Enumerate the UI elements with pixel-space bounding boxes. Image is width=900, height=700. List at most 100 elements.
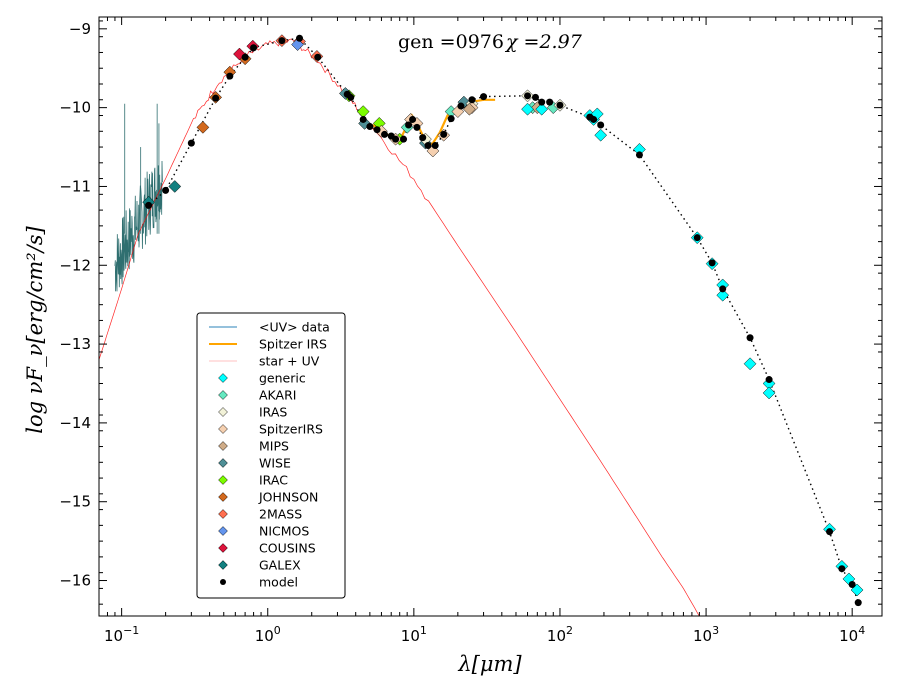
legend-label: MIPS [259, 439, 289, 454]
y-tick-labels: −9 −10 −11 −12 −13 −14 −15 −16 [59, 20, 91, 590]
model-point [693, 234, 701, 242]
legend-label: Spitzer IRS [259, 337, 327, 352]
model-point [212, 94, 220, 102]
model-point [296, 34, 304, 42]
uv-data-line [114, 160, 163, 292]
y-tick-label: −9 [69, 20, 91, 38]
legend-label: generic [259, 371, 306, 386]
y-tick-label: −13 [59, 335, 91, 353]
model-point [347, 93, 355, 101]
legend-label: IRAS [259, 405, 287, 420]
legend-marker [218, 424, 228, 434]
x-tick-label: 10−1 [104, 624, 139, 645]
model-point [431, 141, 439, 149]
legend-marker [220, 579, 226, 585]
data-point-generic [743, 357, 757, 371]
data-point-generic [716, 288, 730, 302]
model-point [838, 565, 846, 573]
model-point [409, 115, 417, 123]
data-point-johnson [196, 120, 210, 134]
model-point [538, 98, 546, 106]
x-tick-label: 102 [547, 624, 573, 645]
model-point [826, 528, 834, 536]
legend-label: NICMOS [259, 524, 309, 539]
model-point [392, 135, 400, 143]
model-point [145, 201, 153, 209]
plot-frame [98, 16, 883, 617]
model-point [597, 121, 605, 129]
model-point [366, 123, 374, 131]
model-point [373, 126, 381, 134]
y-tick-label: −10 [59, 99, 91, 117]
model-point [400, 135, 408, 143]
x-tick-label: 101 [401, 624, 427, 645]
model-point [590, 115, 598, 123]
legend-marker [218, 458, 228, 468]
model-point [635, 151, 643, 159]
star-uv-spectrum [99, 38, 700, 616]
legend-marker [218, 509, 228, 519]
model-point [424, 141, 432, 149]
x-tick-label: 100 [255, 624, 281, 645]
model-point [162, 186, 170, 194]
legend-marker [218, 526, 228, 536]
legend-label: IRAC [259, 473, 288, 488]
model-point [419, 134, 427, 142]
y-tick-label: −14 [59, 414, 91, 432]
data-point-galex [168, 180, 182, 193]
model-point [765, 376, 773, 384]
x-axis-title: λ[μm] [457, 652, 522, 676]
y-tick-label: −11 [59, 177, 91, 195]
model-point [480, 93, 488, 101]
model-point [556, 101, 564, 109]
x-tick-labels: 10−1 100 101 102 103 104 [104, 624, 865, 645]
data-point-generic [594, 128, 608, 142]
data-point-generic [762, 386, 776, 400]
model-point [440, 130, 448, 138]
model-point [447, 115, 455, 123]
legend-label: AKARI [259, 388, 296, 403]
y-tick-label: −15 [59, 493, 91, 511]
model-point [457, 102, 465, 110]
model-point [531, 93, 539, 101]
data-point-generic [535, 102, 549, 116]
legend-label: JOHNSON [258, 490, 318, 505]
legend-marker [218, 373, 228, 383]
legend-label: GALEX [259, 558, 301, 573]
legend-label: COUSINS [259, 541, 316, 556]
legend-label: WISE [259, 456, 291, 471]
model-point [546, 98, 554, 106]
legend-label: model [259, 575, 298, 590]
uv-data-spectrum [114, 103, 163, 292]
data-point-generic [521, 102, 534, 116]
legend-label: 2MASS [259, 507, 302, 522]
model-point [250, 44, 258, 52]
model-point [708, 259, 716, 267]
model-point [187, 139, 195, 147]
x-tick-label: 103 [693, 624, 719, 645]
annotation-generation: gen =0976 [398, 31, 504, 53]
legend-marker [218, 543, 228, 553]
data-point-mips [463, 102, 476, 116]
annotation-chi: χ =2.97 [504, 31, 583, 53]
axis-ticks [98, 17, 882, 616]
model-point [359, 115, 367, 123]
model-point [381, 130, 389, 138]
legend-label: <UV> data [259, 320, 330, 335]
model-point [524, 92, 532, 100]
legend-box [196, 312, 346, 599]
legend-label: SpitzerIRS [259, 422, 323, 437]
model-point [413, 123, 421, 131]
model-point [854, 599, 862, 607]
legend-marker [218, 390, 228, 400]
y-tick-label: −12 [59, 256, 91, 274]
model-point [468, 96, 476, 104]
legend-marker [218, 441, 228, 451]
legend-marker [218, 560, 228, 570]
legend-marker [218, 475, 228, 485]
legend-marker [218, 407, 228, 417]
model-point [241, 53, 249, 61]
model-point [746, 334, 754, 342]
